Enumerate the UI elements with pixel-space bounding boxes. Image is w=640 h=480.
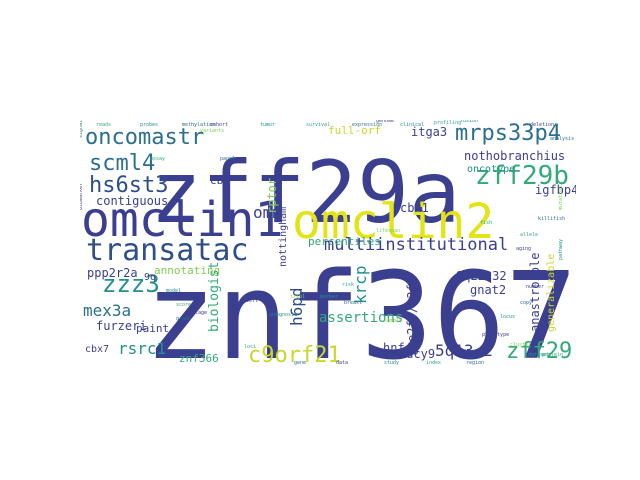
cloud-word: methylation xyxy=(182,122,215,128)
cloud-word: zff29b xyxy=(475,161,569,191)
cloud-word: dataset xyxy=(528,352,549,358)
cloud-word: genome xyxy=(376,120,394,124)
cloud-word: oncotype xyxy=(467,164,515,175)
cloud-word: krcp xyxy=(351,265,370,304)
cloud-word: zff29a xyxy=(150,143,461,243)
cloud-word: cbx7 xyxy=(85,344,109,355)
cloud-word: survival xyxy=(306,122,330,128)
cloud-word: clinical xyxy=(400,122,424,128)
cloud-word: znf367 xyxy=(144,248,576,368)
cloud-word: probes xyxy=(140,122,158,128)
cloud-word: assertions xyxy=(319,310,403,326)
cloud-word: zzz3 xyxy=(102,270,160,298)
cloud-word: e2f7/e2f8 xyxy=(405,277,419,342)
cloud-word: killifish xyxy=(538,216,565,222)
cloud-word: fish xyxy=(480,220,492,226)
cloud-word: stage xyxy=(192,310,207,316)
cloud-word: mex3a xyxy=(83,301,131,320)
cloud-word: percentiles xyxy=(308,235,381,248)
cloud-word: reads xyxy=(96,122,111,128)
cloud-word: mutation xyxy=(558,186,564,210)
cloud-word: rptor xyxy=(265,178,279,214)
cloud-word: array xyxy=(384,274,399,280)
cloud-word: cbx xyxy=(210,174,230,187)
cloud-word: cbx1 xyxy=(400,201,429,215)
cloud-word: scml4 xyxy=(89,151,155,176)
cloud-word: full-orf xyxy=(328,124,381,137)
cloud-word: breast xyxy=(344,300,362,306)
cloud-word: biomarker xyxy=(80,183,84,210)
cloud-word: anastrozole xyxy=(528,253,542,332)
cloud-word: transatac xyxy=(86,233,249,268)
cloud-word: region xyxy=(466,360,484,366)
cloud-word: locus xyxy=(500,314,515,320)
cloud-word: gene xyxy=(294,360,306,366)
cloud-word: index xyxy=(426,360,441,366)
cloud-word: analysis xyxy=(550,136,574,142)
cloud-word: study xyxy=(384,360,399,366)
cloud-word: expression xyxy=(352,122,382,128)
cloud-word: aging xyxy=(516,246,531,252)
cloud-word: hs6st3 xyxy=(89,173,168,198)
cloud-word: signature xyxy=(80,120,84,138)
cloud-word: omclin2 xyxy=(292,194,494,250)
cloud-word: hnf4g xyxy=(383,341,419,355)
cloud-word: prognosis xyxy=(270,312,297,318)
cloud-word: copy xyxy=(520,300,532,306)
cloud-word: paint xyxy=(136,322,169,335)
cloud-word: profiling xyxy=(434,120,461,126)
cloud-word: grade xyxy=(176,316,191,322)
cloud-word: cell xyxy=(246,298,258,304)
cloud-word: ppp2r2a xyxy=(87,266,138,280)
cloud-word: 9q xyxy=(144,272,156,283)
cloud-word: rsrc1 xyxy=(118,339,166,358)
cloud-word: adcy9 xyxy=(399,347,435,361)
cloud-word: deletion xyxy=(530,122,554,128)
cloud-word: omclin1 xyxy=(81,192,283,248)
cloud-word: fusion xyxy=(460,120,478,124)
cloud-word: panel xyxy=(220,156,235,162)
cloud-word: loci xyxy=(244,344,256,350)
cloud-word: zff29 xyxy=(506,339,572,364)
cloud-word: cluster xyxy=(510,342,531,348)
cloud-word: annotating xyxy=(154,264,220,277)
cloud-word: igfbp4 xyxy=(535,183,576,197)
cloud-word: score xyxy=(176,302,191,308)
cloud-word: 9q22.32 xyxy=(456,269,507,283)
cloud-word: itga3 xyxy=(411,125,447,139)
cloud-word: nothobranchius xyxy=(464,149,565,163)
word-cloud-card: znf367 zff29a omclin1 omclin2 transatac oncom… xyxy=(80,120,576,368)
cloud-word: assay xyxy=(150,156,165,162)
cloud-word: allele xyxy=(520,232,538,238)
cloud-word: marker xyxy=(320,294,338,300)
cloud-word: biologist xyxy=(207,262,222,332)
cloud-word: data xyxy=(336,360,348,366)
cloud-word: protein xyxy=(542,352,563,358)
cloud-word: pathway xyxy=(558,239,564,260)
cloud-word: 5q13.2 xyxy=(435,341,493,360)
cloud-word: lifespan xyxy=(376,228,400,234)
cloud-word: contiguous xyxy=(96,194,168,208)
cloud-word: znf366 xyxy=(179,352,219,365)
cloud-word: h6pd xyxy=(287,287,306,326)
cloud-word: phenotype xyxy=(482,332,509,338)
cloud-word: model xyxy=(166,288,181,294)
cloud-word: furzeri xyxy=(96,319,147,333)
cloud-word: c9orf21 xyxy=(248,343,341,368)
cloud-word: risk xyxy=(342,282,354,288)
cloud-word: multiinstitutional xyxy=(324,235,508,255)
cloud-word: omm xyxy=(253,203,282,222)
cloud-word: nottingham xyxy=(278,207,289,267)
cloud-word: mrps33p4 xyxy=(455,121,561,146)
cloud-word: cohort xyxy=(210,122,228,128)
cloud-word: tumor xyxy=(260,122,275,128)
cloud-word: variants xyxy=(200,128,224,134)
cloud-word: gnat2 xyxy=(470,283,506,297)
cloud-word: number xyxy=(526,284,544,290)
cloud-word: sample xyxy=(384,318,402,324)
cloud-word: oncomastr xyxy=(85,125,204,150)
cloud-word: generalizable xyxy=(546,254,557,332)
cloud-word: trial xyxy=(290,294,305,300)
